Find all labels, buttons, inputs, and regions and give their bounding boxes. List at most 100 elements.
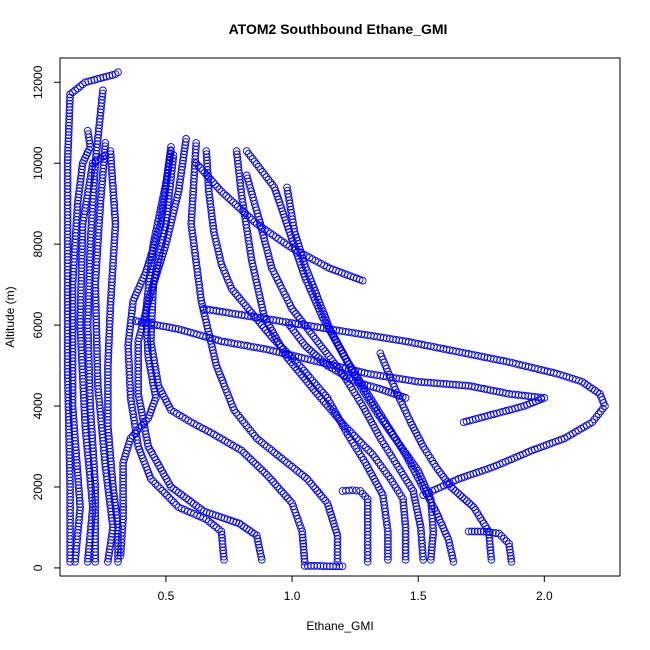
data-point (173, 190, 182, 199)
data-point (165, 191, 173, 200)
data-point (169, 151, 178, 159)
data-point (63, 156, 72, 164)
data-point (78, 235, 87, 244)
data-point (235, 294, 244, 303)
data-point (169, 154, 178, 163)
data-point (63, 307, 72, 316)
data-point (110, 495, 119, 504)
data-point (109, 182, 117, 190)
data-point (323, 499, 332, 508)
data-point (106, 147, 115, 155)
data-point (411, 496, 419, 504)
data-point (217, 187, 226, 196)
data-point (94, 130, 103, 139)
data-point (110, 210, 119, 219)
data-point (456, 491, 464, 499)
data-point (192, 501, 201, 510)
data-point (109, 194, 118, 203)
data-point (278, 454, 286, 463)
data-point (358, 489, 367, 498)
data-point (233, 292, 242, 300)
data-point (505, 539, 513, 548)
data-point (249, 457, 257, 466)
data-point (141, 318, 149, 327)
data-point (163, 491, 171, 500)
data-point (78, 251, 86, 260)
data-point (95, 118, 104, 126)
data-point (74, 484, 83, 493)
data-point (73, 203, 82, 211)
data-point (69, 411, 78, 420)
data-point (295, 333, 303, 342)
data-point (165, 188, 174, 197)
data-point (243, 174, 252, 183)
data-point (206, 197, 214, 205)
data-point (583, 381, 592, 390)
data-point (356, 487, 365, 495)
data-point (363, 495, 372, 503)
data-point (205, 190, 214, 199)
data-point (428, 543, 436, 552)
data-point (244, 424, 253, 432)
data-point (500, 534, 508, 543)
data-point (590, 415, 599, 424)
data-point (96, 108, 105, 117)
data-point (384, 546, 392, 555)
data-point (91, 296, 100, 305)
data-point (119, 515, 127, 524)
data-point (92, 309, 100, 317)
data-point (250, 157, 259, 166)
data-point (93, 366, 102, 374)
data-point (469, 503, 478, 512)
data-point (124, 341, 132, 350)
data-point (350, 431, 359, 440)
data-point (77, 254, 86, 263)
data-point (420, 378, 429, 387)
data-point (290, 307, 298, 316)
data-point (224, 194, 233, 202)
data-point (76, 321, 85, 329)
data-point (93, 372, 102, 381)
data-point (162, 322, 171, 331)
data-point (68, 331, 77, 340)
data-point (256, 549, 265, 558)
data-point (178, 162, 186, 171)
data-point (486, 549, 495, 558)
data-point (166, 182, 174, 191)
data-point (144, 319, 152, 328)
data-point (179, 492, 188, 501)
data-point (200, 168, 209, 177)
data-point (170, 498, 178, 507)
data-point (242, 147, 251, 155)
data-point (202, 150, 211, 159)
data-point (400, 507, 409, 516)
x-tick-label: 0.5 (158, 589, 175, 603)
data-point (163, 207, 172, 216)
data-point (368, 450, 377, 459)
data-point (378, 464, 387, 472)
data-point (194, 503, 203, 512)
data-point (93, 375, 102, 384)
data-point (319, 494, 328, 503)
data-point (106, 307, 115, 316)
data-point (414, 514, 423, 523)
data-point (109, 489, 118, 498)
data-point (167, 496, 176, 504)
data-point (210, 228, 218, 236)
data-point (213, 182, 222, 191)
data-point (78, 162, 87, 171)
data-point (107, 163, 116, 171)
data-point (439, 473, 448, 481)
y-tick-label: 10000 (31, 146, 45, 180)
data-point (203, 159, 211, 168)
data-point (253, 462, 262, 470)
data-point (181, 138, 190, 146)
data-point (315, 339, 324, 348)
data-point (355, 436, 363, 445)
data-point (220, 555, 228, 564)
data-point (311, 334, 320, 343)
data-point (467, 527, 476, 536)
data-point (163, 204, 172, 213)
data-point (427, 552, 435, 561)
data-point (63, 310, 72, 319)
